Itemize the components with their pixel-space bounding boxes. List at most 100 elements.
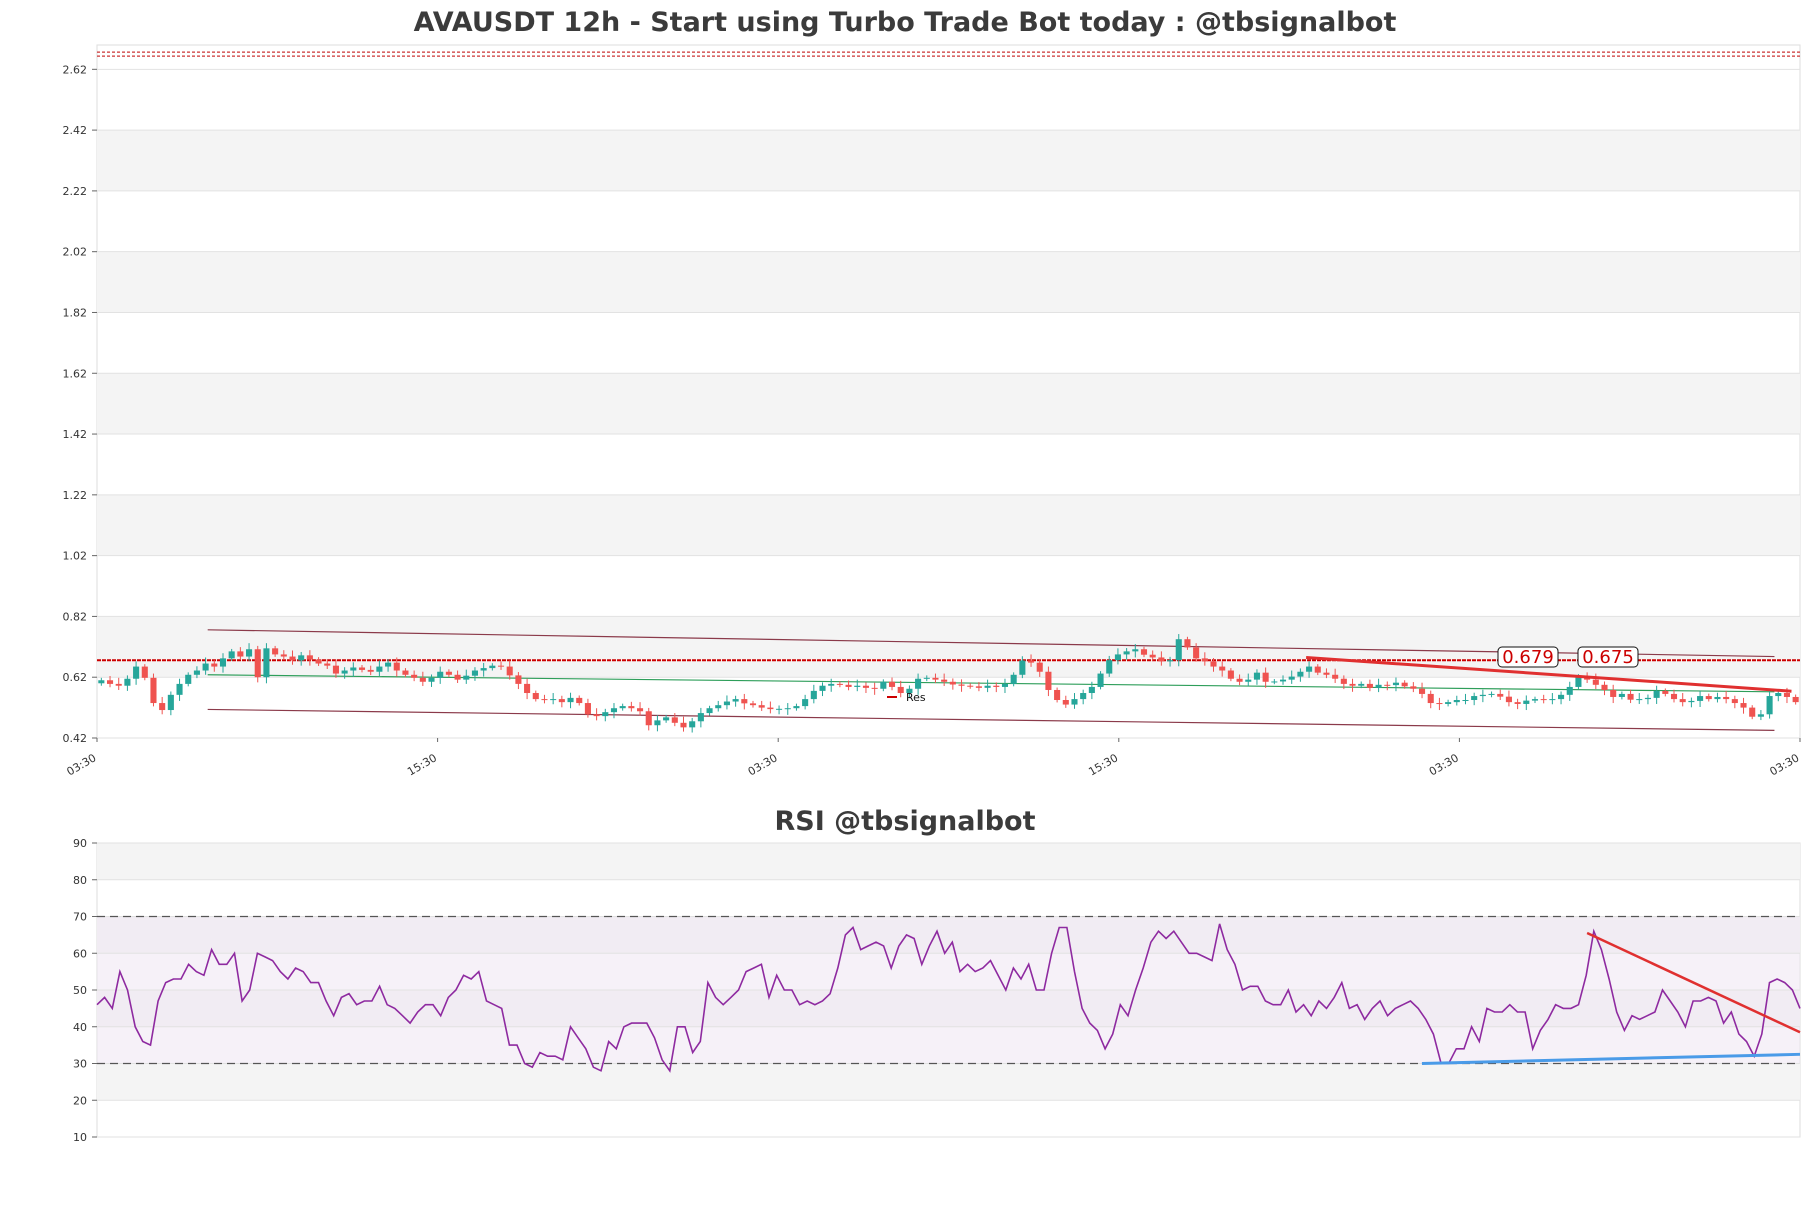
candle-body: [984, 685, 991, 688]
candle-body: [923, 677, 930, 679]
candle-body: [906, 688, 913, 694]
candle-body: [1123, 651, 1130, 655]
candle-body: [1670, 693, 1678, 700]
rsi-y-tick-label: 40: [73, 1021, 87, 1034]
candle-body: [471, 670, 479, 676]
candle-body: [1236, 678, 1243, 682]
candle-body: [141, 666, 148, 678]
candle-body: [1714, 696, 1721, 700]
candle-body: [106, 680, 114, 684]
candle-body: [1184, 639, 1191, 648]
candle-body: [1366, 683, 1373, 688]
candle-body: [680, 722, 687, 728]
candle-body: [810, 690, 817, 700]
candle-body: [619, 706, 626, 709]
candle-body: [689, 721, 696, 728]
candle-body: [802, 699, 809, 707]
candle-body: [1418, 688, 1426, 694]
candle-body: [1401, 682, 1408, 687]
price-x-tick-label: 03:30: [1768, 751, 1802, 778]
candle-body: [1558, 694, 1565, 700]
price-x-tick-label: 03:30: [65, 751, 99, 778]
rsi-y-tick-label: 60: [73, 947, 87, 960]
candle-body: [332, 665, 339, 674]
candle-body: [697, 713, 704, 722]
candle-body: [176, 683, 183, 695]
candle-body: [567, 697, 574, 703]
candle-body: [663, 717, 670, 721]
candle-body: [237, 651, 244, 657]
price-red-trendline: [1306, 655, 1792, 693]
candle-body: [1279, 679, 1287, 682]
price-y-tick-label: 0.62: [63, 671, 88, 684]
candle-body: [1088, 686, 1095, 694]
price-annotation-label: 0.679: [1502, 647, 1554, 668]
candle-body: [211, 663, 218, 667]
price-y-tick-label: 1.42: [63, 428, 88, 441]
price-x-tick-label: 15:30: [1086, 751, 1120, 778]
candle-body: [506, 666, 513, 676]
rsi-line: [96, 923, 1801, 1073]
candle-body: [515, 675, 522, 684]
candle-body: [289, 656, 296, 661]
candle-body: [1749, 707, 1756, 717]
rsi-y-tick-label: 10: [73, 1131, 87, 1144]
candle-body: [1497, 693, 1504, 697]
candle-body: [749, 703, 757, 706]
candle-body: [376, 666, 383, 672]
price-y-tick-label: 1.62: [63, 367, 88, 380]
candle-body: [888, 681, 896, 687]
price-grid-band: [97, 251, 1800, 313]
candle-body: [1358, 683, 1365, 686]
candle-body: [437, 671, 444, 678]
candle-body: [219, 658, 227, 667]
candle-body: [1505, 696, 1512, 703]
candle-body: [306, 655, 313, 660]
candle-body: [1757, 714, 1764, 717]
candle-body: [784, 708, 791, 710]
candle-body: [1349, 683, 1356, 686]
candle-body: [1705, 696, 1712, 700]
candle-body: [1540, 699, 1547, 701]
candle-body: [463, 675, 470, 680]
candle-body: [367, 669, 374, 672]
candle-body: [254, 649, 261, 678]
candle-body: [941, 679, 948, 682]
candle-body: [1036, 662, 1043, 672]
candle-body: [776, 708, 783, 710]
candle-body: [115, 683, 122, 686]
candle-body: [880, 681, 887, 689]
candle-body: [1062, 700, 1069, 705]
candle-body: [1297, 671, 1304, 677]
candle-body: [836, 683, 843, 685]
candle-body: [602, 712, 609, 717]
candle-body: [98, 680, 105, 684]
candle-body: [645, 711, 652, 726]
candle-body: [419, 677, 426, 682]
candle-body: [1071, 699, 1078, 705]
price-grid-band: [97, 373, 1800, 435]
candle-body: [1445, 702, 1452, 704]
candle-body: [1653, 690, 1660, 698]
candle-body: [1375, 684, 1382, 688]
candle-body: [1462, 700, 1469, 702]
candle-body: [1514, 702, 1521, 704]
price-legend: Res: [887, 691, 926, 704]
candle-body: [1679, 699, 1686, 703]
candle-body: [358, 667, 366, 670]
candle-body: [1610, 689, 1617, 697]
candle-body: [263, 648, 270, 678]
candle-body: [1288, 676, 1295, 680]
price-y-tick-label: 2.22: [63, 185, 88, 198]
candle-body: [133, 666, 140, 679]
candle-body: [949, 681, 956, 685]
candle-body: [1227, 670, 1234, 679]
candle-body: [1549, 699, 1556, 701]
candle-body: [228, 651, 235, 659]
candle-body: [654, 720, 661, 726]
candle-body: [610, 708, 618, 713]
candle-body: [280, 654, 287, 657]
candle-body: [1114, 654, 1121, 661]
rsi-red-trendline: [1586, 931, 1801, 1034]
